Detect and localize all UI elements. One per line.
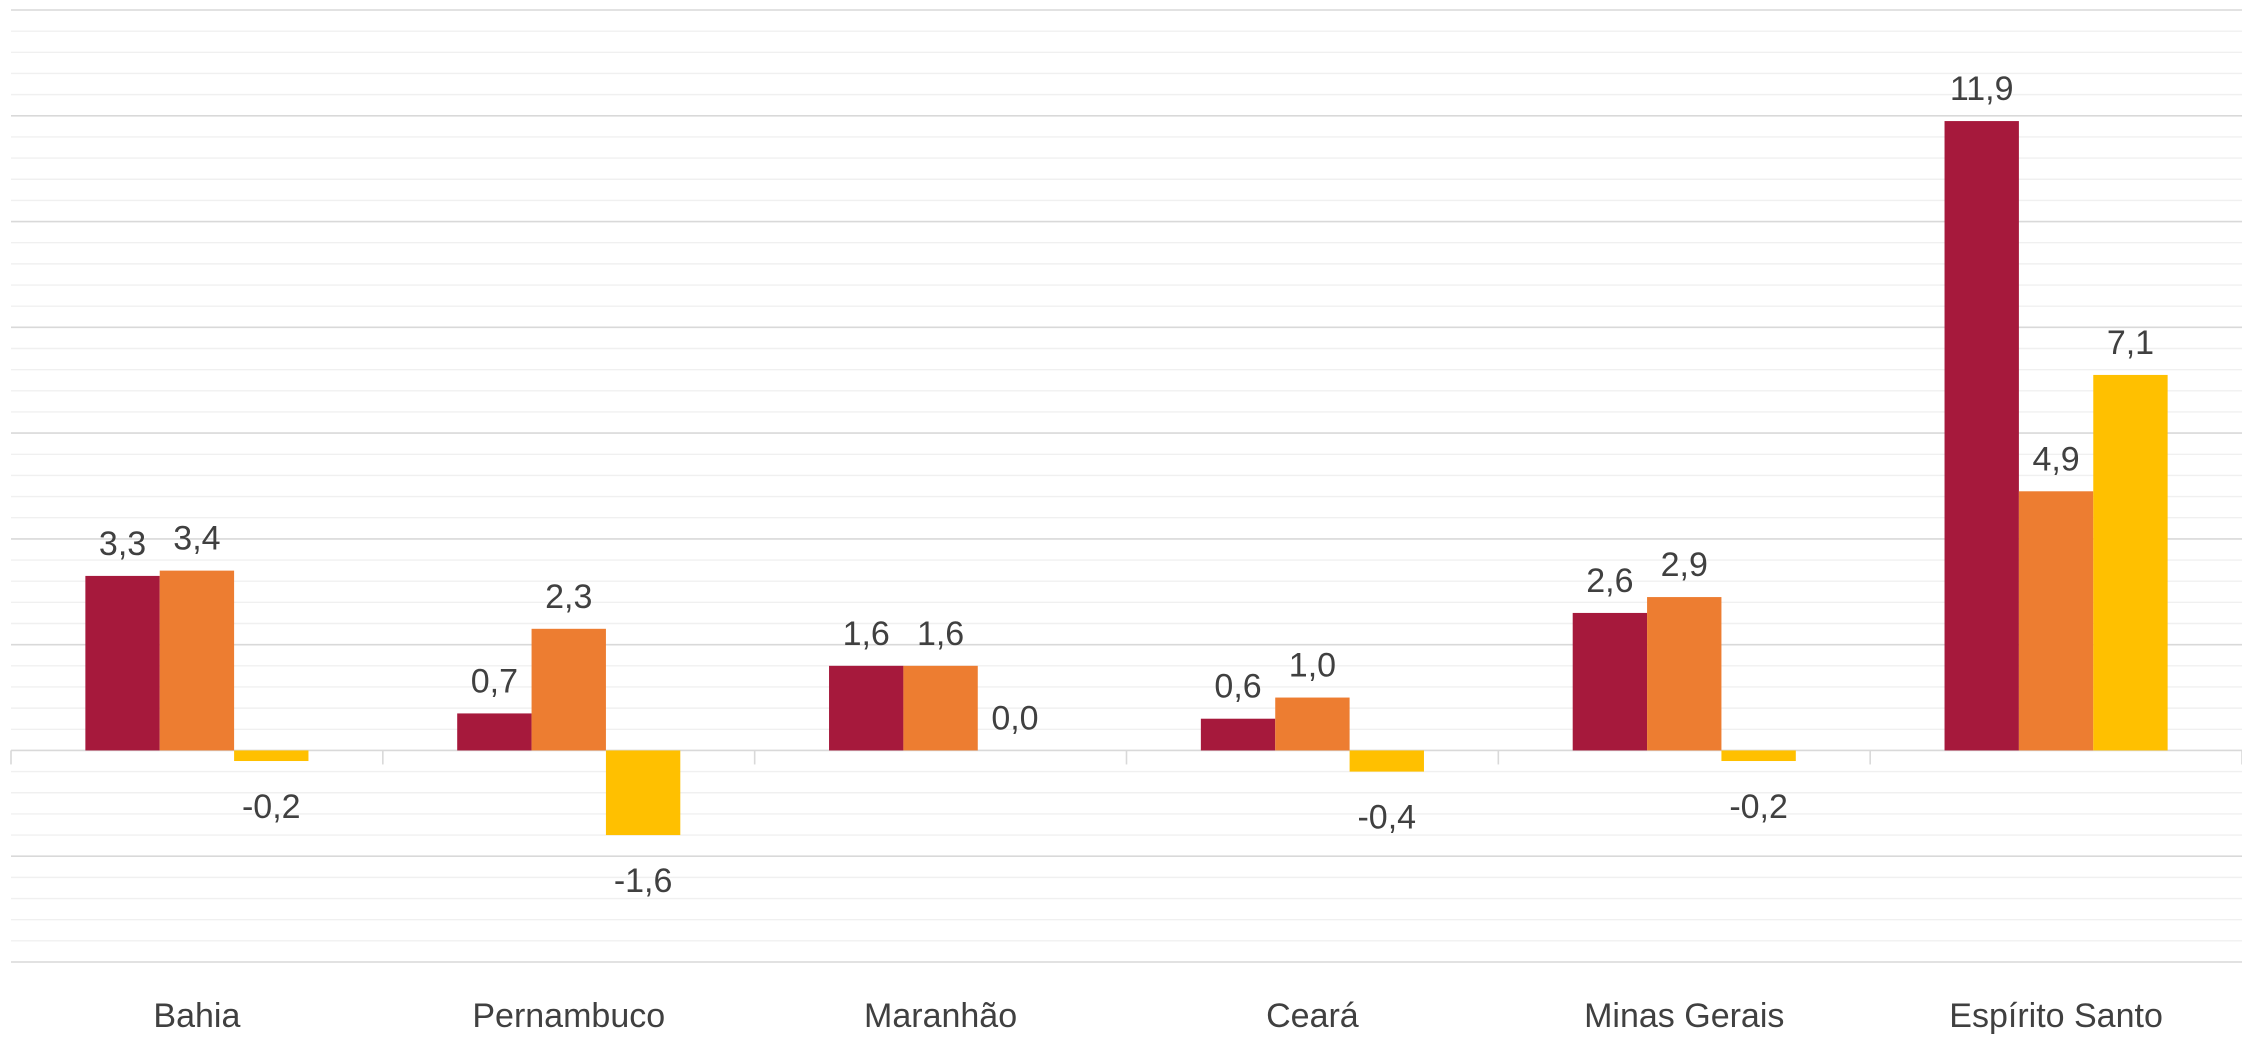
data-label: 0,0 xyxy=(991,699,1038,737)
bar xyxy=(234,750,309,762)
data-label: 3,4 xyxy=(173,520,220,558)
data-label: 2,3 xyxy=(545,578,592,616)
data-label: 2,9 xyxy=(1661,546,1708,584)
bar xyxy=(829,665,904,751)
x-tick-label: Pernambuco xyxy=(472,997,665,1035)
data-label: 11,9 xyxy=(1950,70,2014,108)
data-label: 7,1 xyxy=(2107,324,2154,362)
data-label: 0,7 xyxy=(471,662,518,700)
bar xyxy=(1721,750,1796,762)
bar xyxy=(531,628,606,751)
bar xyxy=(605,750,681,836)
data-label: -0,4 xyxy=(1357,799,1416,837)
x-tick-label: Ceará xyxy=(1266,997,1359,1035)
x-tick-label: Bahia xyxy=(153,997,240,1035)
data-label: 1,0 xyxy=(1289,647,1336,685)
data-label: 1,6 xyxy=(917,615,964,653)
bar xyxy=(1275,697,1350,751)
bar xyxy=(2018,491,2094,751)
data-label: -1,6 xyxy=(614,862,673,900)
data-label: 0,6 xyxy=(1214,668,1261,706)
bar xyxy=(1647,597,1722,751)
data-label: 2,6 xyxy=(1586,562,1633,600)
x-tick-label: Maranhão xyxy=(864,997,1017,1035)
bar xyxy=(1200,718,1276,751)
bar xyxy=(903,665,978,751)
x-tick-label: Espírito Santo xyxy=(1949,997,2163,1035)
bar xyxy=(85,575,160,751)
data-label: 1,6 xyxy=(843,615,890,653)
bar xyxy=(457,713,532,751)
bar xyxy=(1572,612,1648,751)
bar xyxy=(159,570,235,751)
bar xyxy=(1944,121,2019,751)
data-label: 4,9 xyxy=(2032,440,2079,478)
bar xyxy=(1349,750,1424,772)
data-label: 3,3 xyxy=(99,525,146,563)
data-label: -0,2 xyxy=(1729,788,1788,826)
x-tick-label: Minas Gerais xyxy=(1584,997,1784,1035)
bar xyxy=(2093,374,2168,751)
data-label: -0,2 xyxy=(242,788,301,826)
